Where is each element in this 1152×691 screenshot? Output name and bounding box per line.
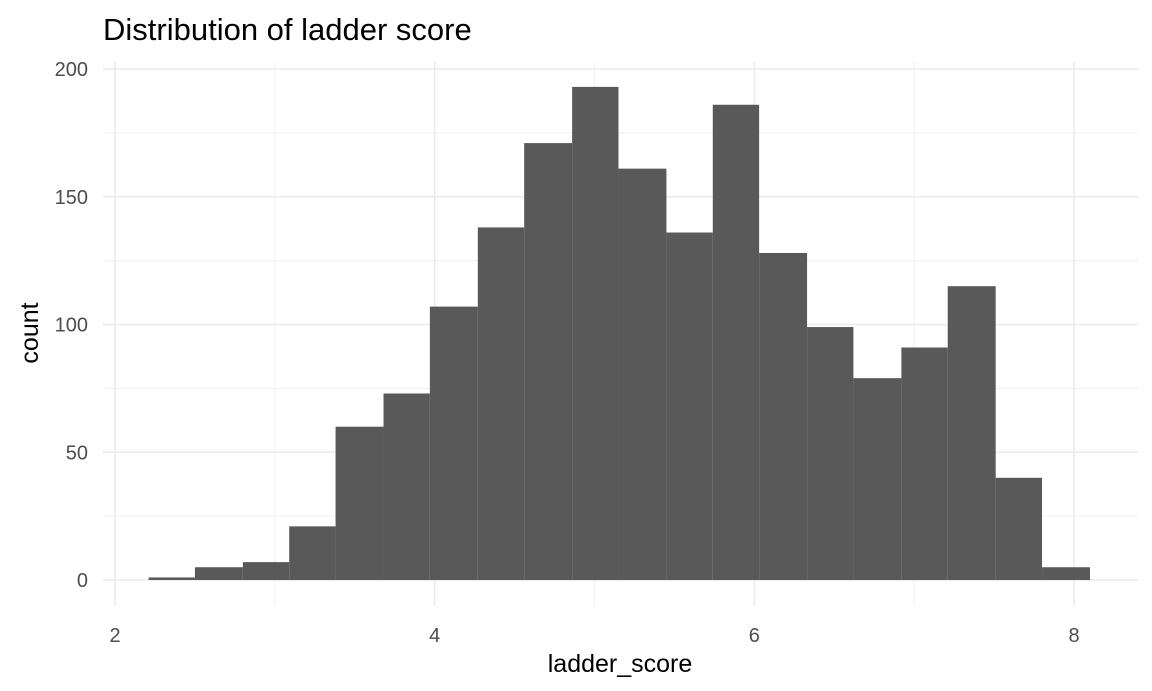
- histogram-bar: [759, 252, 808, 580]
- tick-label-layer: 2 4 6 8 0 50 100 150 200: [55, 59, 1080, 647]
- histogram-bar: [194, 567, 243, 580]
- chart-title: Distribution of ladder score: [103, 12, 472, 47]
- histogram-bar: [1042, 567, 1090, 580]
- histogram-bar: [807, 327, 854, 580]
- x-tick-label: 6: [749, 625, 760, 647]
- histogram-bar: [242, 562, 290, 580]
- histogram-bar: [148, 577, 195, 580]
- histogram-bar: [383, 393, 430, 580]
- histogram-bar: [429, 306, 478, 580]
- histogram-bar: [335, 426, 384, 580]
- x-axis-label: ladder_score: [548, 650, 693, 678]
- x-tick-label: 4: [429, 625, 440, 647]
- histogram-bar: [572, 86, 619, 580]
- histogram-bar: [901, 347, 948, 580]
- y-tick-label: 200: [55, 59, 88, 81]
- histogram-bar: [995, 477, 1043, 580]
- y-tick-label: 0: [77, 570, 88, 592]
- x-tick-label: 8: [1068, 625, 1079, 647]
- histogram-bar: [712, 104, 760, 581]
- y-axis-label: count: [16, 302, 44, 363]
- y-tick-label: 100: [55, 315, 88, 337]
- histogram-bar: [853, 378, 902, 580]
- histogram-bar: [666, 232, 713, 580]
- histogram-bar: [618, 168, 667, 580]
- histogram-bar: [477, 227, 525, 580]
- bar-layer: [148, 86, 1090, 581]
- y-tick-label: 150: [55, 187, 88, 209]
- x-tick-label: 2: [109, 625, 120, 647]
- histogram-bar: [947, 286, 996, 580]
- y-tick-label: 50: [66, 442, 88, 464]
- histogram-bar: [524, 143, 573, 580]
- histogram-bar: [289, 526, 336, 580]
